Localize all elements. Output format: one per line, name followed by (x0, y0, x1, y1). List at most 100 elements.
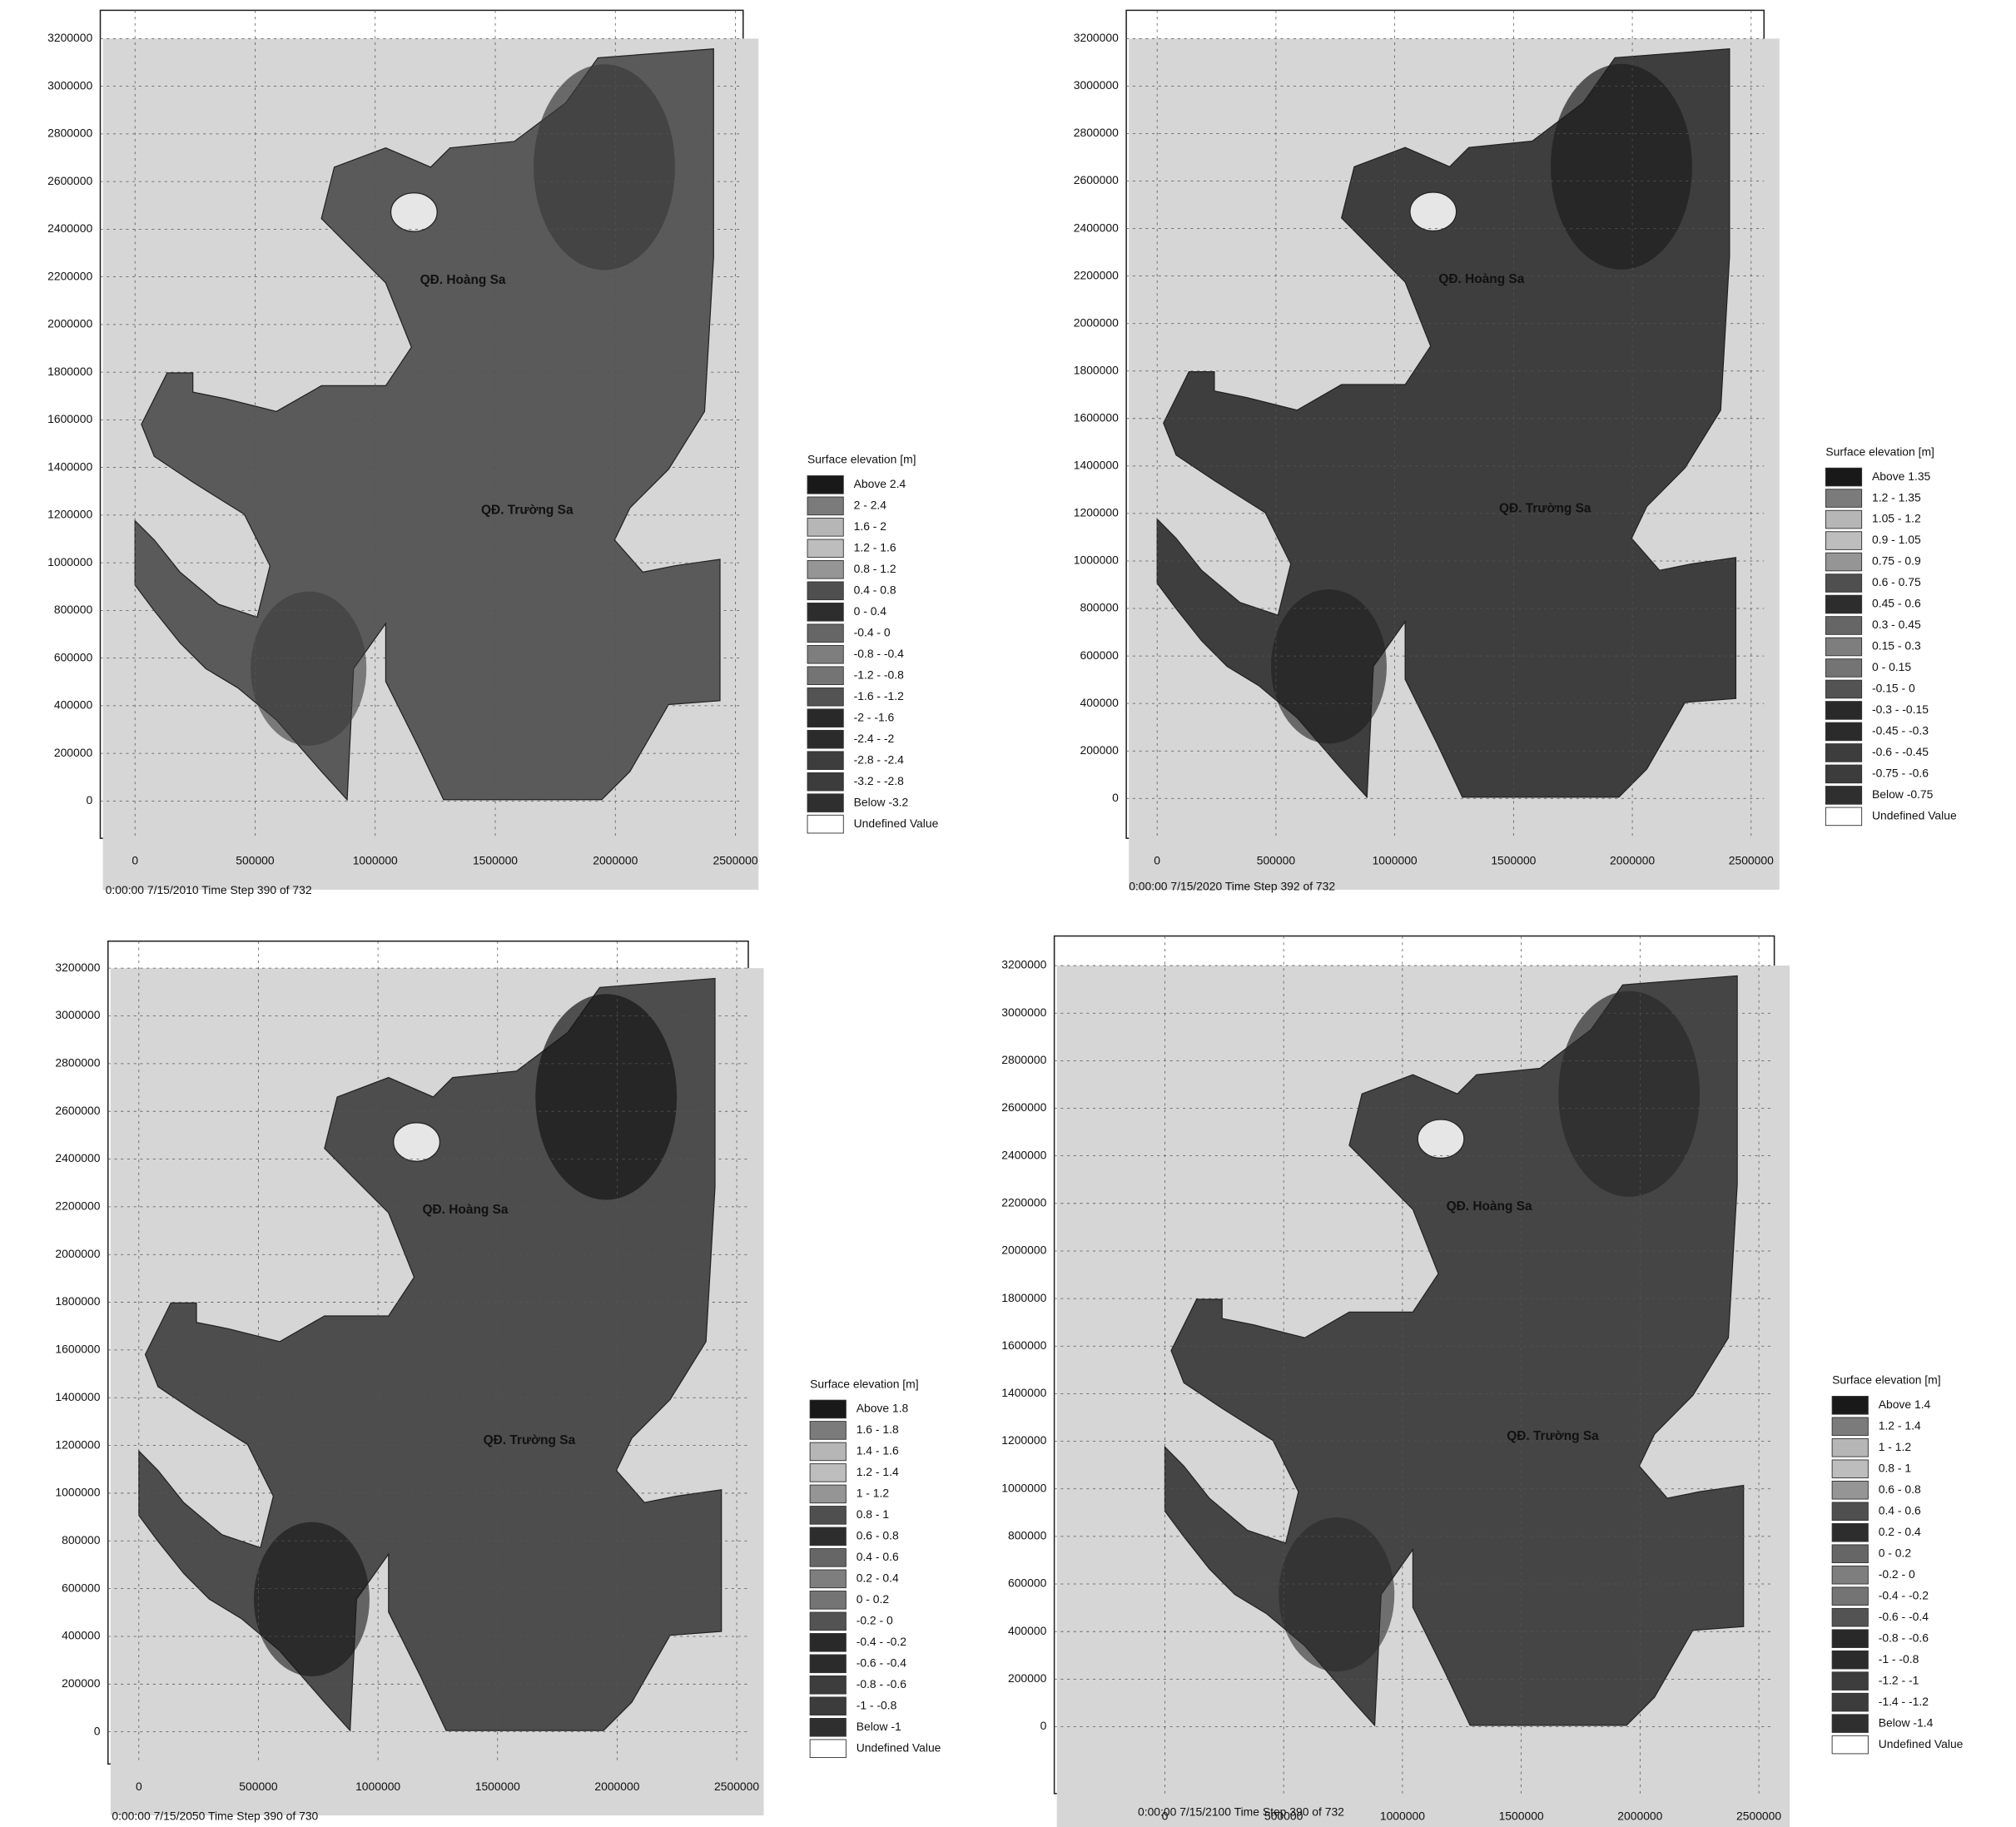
legend-item: -0.4 - 0 (854, 625, 891, 638)
legend-item: -0.15 - 0 (1872, 682, 1915, 695)
legend-swatch (1825, 532, 1861, 550)
legend-swatch (807, 645, 843, 663)
x-tick-label: 1500000 (1499, 1809, 1544, 1822)
legend-swatch (1832, 1608, 1868, 1626)
legend-item: -1.2 - -0.8 (854, 668, 904, 681)
y-tick-label: 800000 (1008, 1529, 1047, 1542)
legend-swatch (1825, 617, 1861, 635)
legend-item: Above 1.35 (1872, 469, 1931, 483)
legend-swatch (807, 815, 843, 833)
legend-swatch (1825, 680, 1861, 698)
legend-swatch (1832, 1587, 1868, 1606)
y-tick-label: 2600000 (1074, 173, 1119, 186)
y-tick-label: 200000 (62, 1676, 101, 1690)
y-tick-label: 600000 (54, 650, 93, 663)
y-tick-label: 1200000 (1074, 506, 1119, 519)
legend-swatch (1825, 574, 1861, 593)
legend-item: 1.6 - 2 (854, 519, 887, 533)
y-tick-label: 2600000 (55, 1104, 100, 1117)
legend-swatch (1832, 1693, 1868, 1711)
legend-swatch (1832, 1672, 1868, 1690)
elevation-contour (254, 1522, 370, 1676)
legend-swatch (1832, 1523, 1868, 1542)
legend-swatch (807, 519, 843, 537)
island-label: QĐ. Hoàng Sa (423, 1203, 509, 1217)
x-tick-label: 1000000 (1380, 1809, 1425, 1822)
y-tick-label: 1600000 (55, 1343, 100, 1356)
legend-swatch (1825, 489, 1861, 508)
legend-item: 0 - 0.4 (854, 604, 887, 618)
x-tick-label: 1500000 (475, 1780, 520, 1793)
legend-item: Undefined Value (857, 1740, 941, 1754)
legend-item: 1 - 1.2 (1879, 1440, 1912, 1453)
y-tick-label: 0 (1040, 1719, 1047, 1732)
y-tick-label: 400000 (54, 698, 93, 712)
legend-swatch (807, 667, 843, 685)
legend-item: 0.75 - 0.9 (1872, 554, 1921, 568)
legend-swatch (810, 1612, 846, 1631)
x-tick-label: 1000000 (1373, 854, 1418, 867)
legend-swatch (1825, 744, 1861, 762)
legend-item: Undefined Value (1879, 1737, 1964, 1750)
legend-swatch (1832, 1417, 1868, 1436)
y-tick-label: 200000 (54, 746, 93, 759)
y-tick-label: 1000000 (47, 555, 92, 568)
x-tick-label: 2000000 (1617, 1809, 1662, 1822)
legend-swatch (807, 560, 843, 578)
x-tick-label: 2000000 (594, 1780, 639, 1793)
legend-swatch (810, 1485, 846, 1503)
y-tick-label: 0 (94, 1724, 101, 1737)
legend-item: -0.4 - -0.2 (1879, 1588, 1929, 1601)
legend-item: -1 - -0.8 (1879, 1652, 1919, 1666)
legend-swatch (807, 752, 843, 770)
legend-swatch (1832, 1481, 1868, 1499)
y-tick-label: 1400000 (1074, 459, 1119, 472)
y-tick-label: 2000000 (1074, 315, 1119, 329)
legend-item: -1.2 - -1 (1879, 1673, 1919, 1686)
island-label: QĐ. Trường Sa (1499, 501, 1591, 515)
map-panel: 3200000300000028000002600000240000022000… (55, 941, 941, 1823)
map-panel: 3200000300000028000002600000240000022000… (47, 10, 938, 896)
x-tick-label: 1000000 (355, 1780, 400, 1793)
island-label: QĐ. Trường Sa (1507, 1429, 1599, 1443)
legend-item: -0.8 - -0.6 (1879, 1631, 1929, 1644)
y-tick-label: 1800000 (1074, 363, 1119, 376)
legend-item: Below -1.4 (1879, 1715, 1934, 1729)
y-tick-label: 200000 (1080, 743, 1119, 757)
legend-item: -0.6 - -0.45 (1872, 745, 1929, 758)
legend-swatch (1825, 765, 1861, 783)
y-tick-label: 2000000 (1001, 1244, 1046, 1257)
legend-item: Above 2.4 (854, 477, 906, 490)
x-tick-label: 0 (1154, 854, 1160, 867)
x-tick-label: 2500000 (1736, 1809, 1781, 1822)
legend-swatch (810, 1718, 846, 1736)
y-tick-label: 800000 (54, 603, 93, 616)
figure: 3200000300000028000002600000240000022000… (0, 0, 2016, 1827)
map-panel: 3200000300000028000002600000240000022000… (1074, 10, 1957, 892)
y-tick-label: 2400000 (47, 221, 92, 235)
y-tick-label: 2800000 (47, 127, 92, 140)
legend-swatch (807, 794, 843, 812)
legend-item: Above 1.8 (857, 1402, 909, 1415)
legend-swatch (1825, 659, 1861, 678)
elevation-contour (1271, 589, 1387, 743)
legend-item: 0.8 - 1.2 (854, 562, 896, 575)
y-tick-label: 1200000 (47, 508, 92, 521)
island-hainan (1410, 192, 1457, 231)
legend-title: Surface elevation [m] (1832, 1373, 1940, 1387)
elevation-contour (251, 592, 366, 746)
legend-swatch (807, 497, 843, 515)
y-tick-label: 2000000 (47, 317, 92, 330)
legend-swatch (1825, 807, 1861, 826)
island-hainan (391, 193, 438, 231)
legend-swatch (1832, 1735, 1868, 1754)
legend-swatch (810, 1570, 846, 1588)
y-tick-label: 3000000 (1074, 78, 1119, 92)
legend-item: 0.2 - 0.4 (1879, 1525, 1921, 1538)
legend-swatch (810, 1634, 846, 1652)
y-tick-label: 2000000 (55, 1247, 100, 1260)
legend-item: -0.75 - -0.6 (1872, 767, 1929, 780)
legend-swatch (807, 709, 843, 727)
legend-item: -2.4 - -2 (854, 732, 895, 745)
y-tick-label: 0 (86, 793, 92, 807)
